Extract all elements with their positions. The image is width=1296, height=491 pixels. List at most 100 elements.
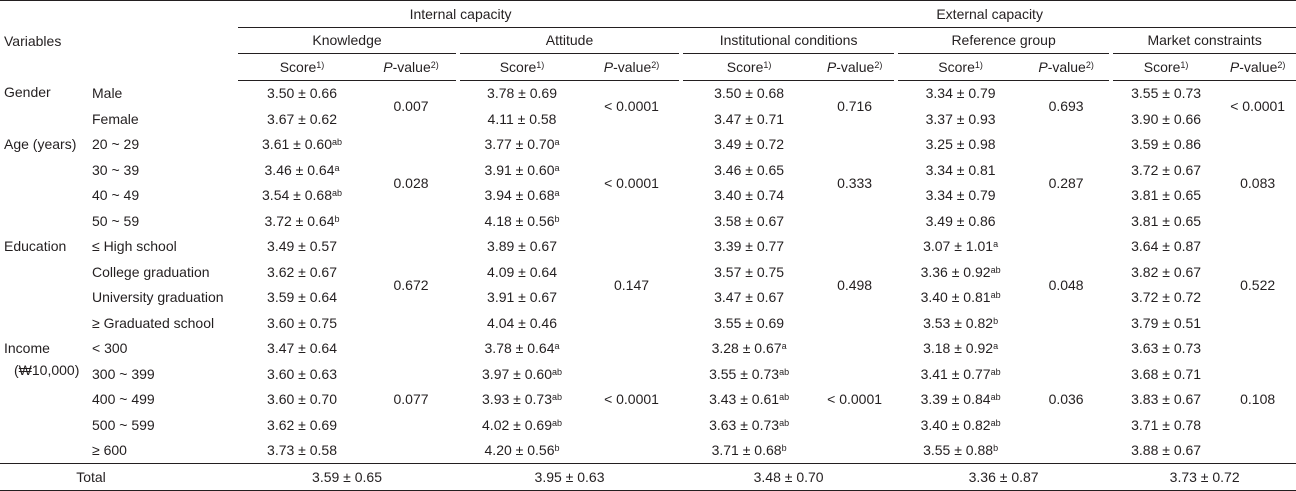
score-value: 3.43 ± 0.61 xyxy=(709,391,780,408)
score-value: 3.47 ± 0.67 xyxy=(714,289,785,306)
attitude-header: Attitude xyxy=(460,27,680,54)
variables-header: Variables xyxy=(0,0,239,80)
score-value: 3.40 ± 0.82 xyxy=(920,416,991,433)
p-value: 0.498 xyxy=(837,276,873,293)
p-value: < 0.0001 xyxy=(604,98,659,114)
score-value: 3.28 ± 0.67 xyxy=(711,340,782,357)
score-value: 3.57 ± 0.75 xyxy=(714,263,785,280)
score-value: 3.60 ± 0.70 xyxy=(267,391,337,408)
score-cell: 3.28 ± 0.67a xyxy=(683,336,815,362)
score-value: 3.63 ± 0.73 xyxy=(709,416,780,433)
score-value: 3.72 ± 0.64 xyxy=(264,212,335,229)
significance-letter: a xyxy=(554,137,560,148)
category-label: 30 ~ 39 xyxy=(92,161,140,178)
score-cell: 4.04 ± 0.46 xyxy=(460,310,584,336)
p-value: 0.716 xyxy=(837,98,873,114)
table-row: 300 ~ 399 3.60 ± 0.63 3.97 ± 0.60ab 3.55 ± … xyxy=(0,361,1296,387)
p-value: 0.693 xyxy=(1048,98,1084,114)
category-label: ≤ High school xyxy=(92,238,177,255)
p-value: 0.036 xyxy=(1048,391,1084,408)
score-cell: 3.18 ± 0.92a xyxy=(898,336,1023,362)
significance-letter: b xyxy=(993,443,999,454)
p-value-cell: 0.108 xyxy=(1219,336,1296,464)
category-label: Male xyxy=(92,85,123,101)
row-label: 20 ~ 29 xyxy=(88,132,238,158)
significance-letter: b xyxy=(334,213,340,224)
p-value-cell: 0.716 xyxy=(815,80,894,132)
row-label: University graduation xyxy=(88,285,238,311)
score-cell: 3.90 ± 0.66 xyxy=(1113,106,1219,132)
score-cell: 3.40 ± 0.74 xyxy=(683,183,815,209)
row-label: ≤ High school xyxy=(88,234,238,260)
score-cell: 3.47 ± 0.71 xyxy=(683,106,815,132)
p-value-header: P-value2) xyxy=(1219,53,1296,81)
p-value: 0.147 xyxy=(613,276,650,293)
score-value: 3.68 ± 0.71 xyxy=(1131,365,1202,382)
row-label: 300 ~ 399 xyxy=(88,361,238,387)
score-cell: 3.34 ± 0.81 xyxy=(898,157,1023,183)
score-cell: 3.88 ± 0.67 xyxy=(1113,438,1219,464)
table-row: Age (years) 20 ~ 29 3.61 ± 0.60ab 0.028 3.77… xyxy=(0,132,1296,190)
score-value: 3.83 ± 0.67 xyxy=(1131,391,1202,408)
significance-letter: ab xyxy=(779,392,790,403)
score-cell: 3.58 ± 0.67 xyxy=(683,208,815,234)
score-cell: 4.11 ± 0.58 xyxy=(460,106,584,132)
p-letter: P xyxy=(826,58,837,75)
score-value: 3.63 ± 0.73 xyxy=(1131,340,1202,357)
p-value-cell: 0.048 xyxy=(1023,234,1109,336)
score-cell: 3.91 ± 0.67 xyxy=(460,285,584,311)
score-value: 3.89 ± 0.67 xyxy=(487,238,557,255)
total-value: 3.36 ± 0.87 xyxy=(968,468,1039,485)
score-cell: 3.40 ± 0.82ab xyxy=(898,412,1023,438)
category-label: ≥ Graduated school xyxy=(92,314,215,331)
score-value: 3.41 ± 0.77 xyxy=(920,365,991,382)
score-cell: 4.18 ± 0.56b xyxy=(460,208,584,234)
p-value-label: -value xyxy=(1239,58,1278,75)
p-value-cell: 0.498 xyxy=(815,234,894,336)
score-cell: 3.55 ± 0.73 xyxy=(1113,80,1219,106)
score-cell: 3.25 ± 0.98 xyxy=(898,132,1023,158)
category-label: Female xyxy=(92,110,139,127)
score-cell: 3.91 ± 0.60a xyxy=(460,157,584,183)
category-label: University graduation xyxy=(92,289,224,306)
p-value-cell: < 0.0001 xyxy=(584,80,679,132)
score-header: Score1) xyxy=(460,53,585,81)
total-value-cell: 3.73 ± 0.72 xyxy=(1113,463,1296,491)
p-value-cell: 0.007 xyxy=(366,80,456,132)
score-footnote: 1) xyxy=(974,59,983,70)
category-label: College graduation xyxy=(92,263,210,280)
score-cell: 4.20 ± 0.56b xyxy=(460,438,584,464)
score-cell: 3.55 ± 0.73ab xyxy=(683,361,815,387)
p-value-label: -value xyxy=(836,58,875,75)
score-value: 3.77 ± 0.70 xyxy=(484,136,555,153)
score-value: 4.02 ± 0.69 xyxy=(482,416,552,433)
score-value: 4.11 ± 0.58 xyxy=(487,110,557,127)
table-body: Gender Male 3.50 ± 0.66 0.007 3.78 ± 0.69 < 0… xyxy=(0,80,1296,491)
score-cell: 3.60 ± 0.63 xyxy=(238,361,366,387)
significance-letter: a xyxy=(993,239,999,250)
score-value: 3.58 ± 0.67 xyxy=(714,212,785,229)
p-value-cell: < 0.0001 xyxy=(584,132,679,234)
total-value-cell: 3.59 ± 0.65 xyxy=(238,463,457,491)
score-value: 3.49 ± 0.57 xyxy=(267,238,337,255)
p-value-header: P-value2) xyxy=(366,53,457,81)
p-value-header: P-value2) xyxy=(1023,53,1110,81)
score-cell: 3.79 ± 0.51 xyxy=(1113,310,1219,336)
score-value: 3.49 ± 0.72 xyxy=(714,136,785,153)
p-value-header: P-value2) xyxy=(815,53,895,81)
group-name: Income xyxy=(4,339,50,356)
score-footnote: 1) xyxy=(536,59,545,70)
score-value: 3.72 ± 0.67 xyxy=(1131,161,1202,178)
score-cell: 3.47 ± 0.67 xyxy=(683,285,815,311)
score-value: 3.67 ± 0.62 xyxy=(267,110,337,127)
score-value: 3.53 ± 0.82 xyxy=(923,314,994,331)
category-label: 400 ~ 499 xyxy=(92,391,155,408)
group-label: Education xyxy=(0,234,88,336)
p-value-cell: 0.083 xyxy=(1219,132,1296,234)
p-letter: P xyxy=(1229,58,1240,75)
total-value: 3.48 ± 0.70 xyxy=(753,468,824,485)
score-label: Score xyxy=(499,58,537,75)
p-value-footnote: 2) xyxy=(1277,59,1286,70)
group-name: Gender xyxy=(4,84,51,100)
table-row: 500 ~ 599 3.62 ± 0.69 4.02 ± 0.69ab 3.63 ± … xyxy=(0,412,1296,438)
